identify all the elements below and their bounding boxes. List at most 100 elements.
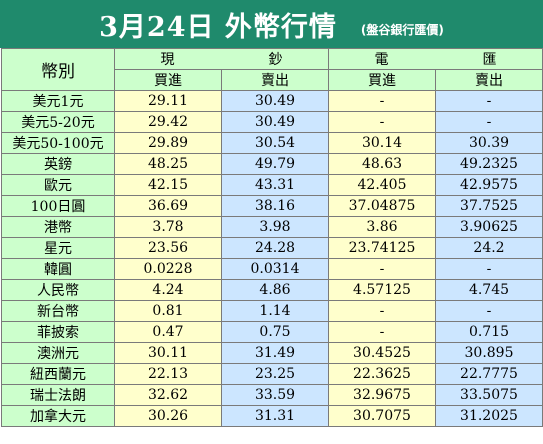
cash-buy-cell: 29.89: [114, 132, 222, 154]
currency-name-cell: 100日圓: [1, 195, 115, 217]
currency-name-cell: 澳洲元: [1, 342, 115, 364]
table-row: 加拿大元 30.26 31.31 30.7075 31.2025: [1, 405, 543, 427]
currency-name-cell: 美元50-100元: [1, 132, 115, 154]
cash-buy-cell: 30.11: [114, 342, 222, 364]
cash-buy-cell: 32.62: [114, 384, 222, 406]
cash-sell-cell: 23.25: [221, 363, 329, 385]
wire-buy-cell: -: [328, 90, 436, 112]
table-row: 新台幣 0.81 1.14- -: [1, 300, 543, 322]
table-row: 港幣 3.78 3.98 3.86 3.90625: [1, 216, 543, 238]
wire-sell-cell: -: [435, 300, 543, 322]
currency-name-cell: 菲披索: [1, 321, 115, 343]
wire-sell-cell: 22.7775: [435, 363, 543, 385]
wire-sell-cell: 31.2025: [435, 405, 543, 427]
wire-buy-cell: -: [328, 258, 436, 280]
wire-sell-cell: 30.895: [435, 342, 543, 364]
cash-buy-cell: 0.81: [114, 300, 222, 322]
currency-name-cell: 新台幣: [1, 300, 115, 322]
table-row: 菲披索 0.47 0.75-0.715: [1, 321, 543, 343]
currency-name-cell: 加拿大元: [1, 405, 115, 427]
wire-sell-cell: 30.39: [435, 132, 543, 154]
cash-buy-cell: 4.24: [114, 279, 222, 301]
cash-buy-cell: 22.13: [114, 363, 222, 385]
cash-buy-cell: 23.56: [114, 237, 222, 259]
currency-name-cell: 韓圓: [1, 258, 115, 280]
cash-sell-cell: 31.49: [221, 342, 329, 364]
cash-sell-cell: 31.31: [221, 405, 329, 427]
currency-name-cell: 美元1元: [1, 90, 115, 112]
cash-buy-cell: 0.47: [114, 321, 222, 343]
header-cash-sell: 賣出: [221, 69, 329, 91]
currency-name-cell: 港幣: [1, 216, 115, 238]
wire-sell-cell: 4.745: [435, 279, 543, 301]
table-row: 人民幣 4.24 4.86 4.57125 4.745: [1, 279, 543, 301]
wire-sell-cell: 42.9575: [435, 174, 543, 196]
wire-buy-cell: 3.86: [328, 216, 436, 238]
table-row: 星元 23.56 24.28 23.74125 24.2: [1, 237, 543, 259]
wire-sell-cell: 24.2: [435, 237, 543, 259]
header-cash-group: 現 鈔: [114, 48, 329, 70]
title-bar: 3月24日 外幣行情 (盤谷銀行匯價): [0, 0, 543, 48]
cash-buy-cell: 3.78: [114, 216, 222, 238]
header-wire-buy: 買進: [328, 69, 436, 91]
table-row: 100日圓 36.69 38.16 37.04875 37.7525: [1, 195, 543, 217]
cash-buy-cell: 42.15: [114, 174, 222, 196]
cash-sell-cell: 0.75: [221, 321, 329, 343]
wire-buy-cell: 30.7075: [328, 405, 436, 427]
wire-buy-cell: 22.3625: [328, 363, 436, 385]
table-row: 瑞士法朗 32.62 33.59 32.9675 33.5075: [1, 384, 543, 406]
wire-buy-cell: 32.9675: [328, 384, 436, 406]
cash-buy-cell: 29.11: [114, 90, 222, 112]
cash-sell-cell: 30.49: [221, 90, 329, 112]
table-row: 英鎊 48.25 49.79 48.63 49.2325: [1, 153, 543, 175]
wire-sell-cell: -: [435, 90, 543, 112]
cash-sell-cell: 30.54: [221, 132, 329, 154]
wire-buy-cell: 4.57125: [328, 279, 436, 301]
cash-sell-cell: 33.59: [221, 384, 329, 406]
cash-buy-cell: 48.25: [114, 153, 222, 175]
cash-buy-cell: 29.42: [114, 111, 222, 133]
wire-buy-cell: 48.63: [328, 153, 436, 175]
wire-buy-cell: -: [328, 321, 436, 343]
table-row: 美元1元 29.11 30.49- -: [1, 90, 543, 112]
table-row: 美元5-20元 29.42 30.49- -: [1, 111, 543, 133]
page-subtitle: (盤谷銀行匯價): [360, 22, 444, 37]
wire-sell-cell: -: [435, 258, 543, 280]
table-row: 美元50-100元 29.89 30.54 30.14 30.39: [1, 132, 543, 154]
table-row: 韓圓 0.0228 0.0314- -: [1, 258, 543, 280]
wire-sell-cell: -: [435, 111, 543, 133]
currency-name-cell: 瑞士法朗: [1, 384, 115, 406]
wire-buy-cell: 30.14: [328, 132, 436, 154]
page-title: 3月24日 外幣行情: [99, 11, 337, 43]
table-row: 紐西蘭元 22.13 23.25 22.3625 22.7775: [1, 363, 543, 385]
cash-sell-cell: 30.49: [221, 111, 329, 133]
wire-buy-cell: -: [328, 111, 436, 133]
cash-sell-cell: 38.16: [221, 195, 329, 217]
header-wire-group: 電 匯: [328, 48, 543, 70]
currency-name-cell: 美元5-20元: [1, 111, 115, 133]
header-currency: 幣別: [1, 48, 115, 91]
currency-name-cell: 歐元: [1, 174, 115, 196]
table-row: 歐元 42.15 43.31 42.405 42.9575: [1, 174, 543, 196]
wire-sell-cell: 33.5075: [435, 384, 543, 406]
wire-buy-cell: 23.74125: [328, 237, 436, 259]
cash-sell-cell: 1.14: [221, 300, 329, 322]
wire-buy-cell: 30.4525: [328, 342, 436, 364]
wire-sell-cell: 49.2325: [435, 153, 543, 175]
table-row: 澳洲元 30.11 31.49 30.4525 30.895: [1, 342, 543, 364]
wire-buy-cell: 42.405: [328, 174, 436, 196]
cash-buy-cell: 30.26: [114, 405, 222, 427]
currency-name-cell: 英鎊: [1, 153, 115, 175]
rate-table-body: 美元1元 29.11 30.49- - 美元5-20元 29.42 30.49- - 美元50-…: [1, 90, 543, 427]
wire-sell-cell: 37.7525: [435, 195, 543, 217]
exchange-rate-table: 幣別 現 鈔 電 匯 買進 賣出 買進 賣出 美元1元 29.11 30.49- - 美…: [1, 48, 543, 427]
cash-buy-cell: 0.0228: [114, 258, 222, 280]
currency-name-cell: 星元: [1, 237, 115, 259]
wire-buy-cell: -: [328, 300, 436, 322]
cash-sell-cell: 4.86: [221, 279, 329, 301]
header-cash-buy: 買進: [114, 69, 222, 91]
cash-sell-cell: 3.98: [221, 216, 329, 238]
cash-buy-cell: 36.69: [114, 195, 222, 217]
currency-name-cell: 紐西蘭元: [1, 363, 115, 385]
